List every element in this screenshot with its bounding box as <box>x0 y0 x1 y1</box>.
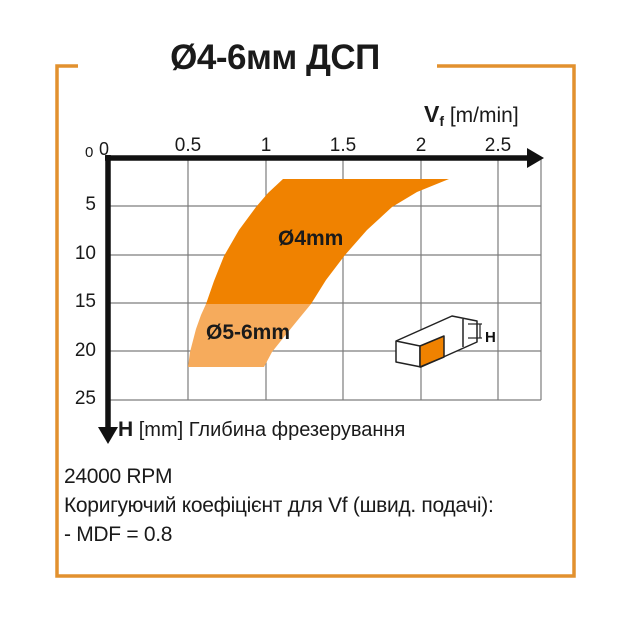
depth-bracket <box>468 323 482 339</box>
y-axis-label-unit: [mm] <box>133 419 189 441</box>
x-tick-1: 1 <box>260 135 272 156</box>
milling-depth-icon <box>395 315 482 368</box>
notes-block: 24000 RPM Коригуючий коефіцієнт для Vf (… <box>64 462 494 549</box>
title-diameter: Ø4-6мм <box>170 38 297 77</box>
x-tick-2.5: 2.5 <box>484 135 512 156</box>
x-axis-origin-tick: 0 <box>99 139 110 159</box>
y-tick-5: 5 <box>85 194 96 215</box>
note-coefficient: Коригуючий коефіцієнт для Vf (швид. пода… <box>64 494 494 517</box>
band-label-4mm: Ø4mm <box>278 227 344 250</box>
depth-icon-label: H <box>485 329 496 346</box>
band-5-6mm <box>188 304 311 367</box>
y-axis-label-text: Глибина фрезерування <box>188 419 406 441</box>
band-label-5-6mm: Ø5-6mm <box>206 321 291 344</box>
x-axis-label-symbol: V <box>424 101 440 127</box>
x-tick-1.5: 1.5 <box>329 135 357 156</box>
note-mdf: - MDF = 0.8 <box>64 523 173 546</box>
y-axis-label-symbol: H <box>118 418 134 441</box>
axes <box>98 148 544 444</box>
y-axis-label: H [mm] Глибина фрезерування <box>118 418 405 442</box>
x-axis-label-subscript: f <box>439 113 445 129</box>
frame-border <box>55 64 576 578</box>
x-tick-2: 2 <box>415 135 427 156</box>
note-rpm: 24000 RPM <box>64 465 173 488</box>
x-axis-arrow-icon <box>527 148 544 168</box>
page-title: Ø4-6мм ДСП <box>95 38 455 78</box>
y-axis-origin-tick: 0 <box>85 144 94 161</box>
x-axis-label: Vf [m/min] <box>424 101 544 129</box>
y-tick-10: 10 <box>74 243 96 264</box>
y-tick-15: 15 <box>74 291 96 312</box>
y-tick-25: 25 <box>74 388 96 409</box>
y-tick-20: 20 <box>74 340 96 361</box>
title-material: ДСП <box>305 38 380 77</box>
x-tick-0.5: 0.5 <box>174 135 202 156</box>
x-axis-label-unit: [m/min] <box>444 104 519 127</box>
band-4mm <box>206 179 449 304</box>
y-axis-arrow-icon <box>98 427 118 444</box>
